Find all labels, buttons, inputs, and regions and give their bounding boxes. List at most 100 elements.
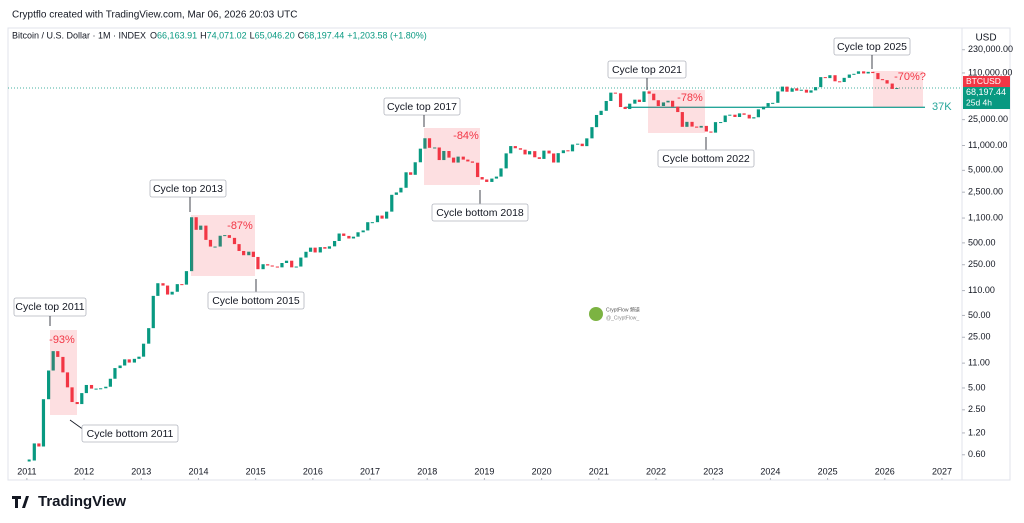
ohlc-value: 65,046.20 (255, 30, 295, 40)
candle (413, 162, 417, 175)
candle (752, 117, 756, 119)
candle (427, 138, 432, 148)
candle (461, 156, 465, 160)
candle (327, 246, 332, 249)
candle (604, 100, 608, 111)
ohlc-label: O (150, 30, 157, 40)
drawdown-zone (424, 128, 480, 185)
plot: 230,000.00 110,000.00 25,000.00 11,000.00 5,… (8, 44, 1013, 480)
candle (80, 393, 84, 405)
candle (613, 92, 618, 94)
candle (637, 99, 642, 102)
candle (475, 162, 480, 178)
candle (337, 233, 341, 241)
candle (590, 127, 594, 139)
y-tick-label: 1,100.00 (968, 212, 1003, 222)
x-tick-label: 2023 (703, 466, 723, 476)
candle (733, 114, 737, 117)
x-tick-label: 2019 (474, 466, 494, 476)
y-tick-label: 500.00 (968, 237, 996, 247)
brand: TradingView (12, 493, 126, 510)
candle (380, 215, 384, 219)
candle (227, 235, 231, 238)
candle (256, 256, 260, 270)
candle (609, 92, 613, 101)
x-tick-label: 2020 (532, 466, 552, 476)
candle (823, 77, 827, 79)
x-tick-label: 2024 (760, 466, 780, 476)
candle (65, 372, 70, 388)
candle (685, 121, 689, 127)
countdown: 25d 4h (966, 97, 992, 107)
candle (570, 144, 575, 152)
ticker: BTCUSD (966, 76, 1001, 86)
candle (141, 343, 146, 357)
candle (332, 240, 337, 247)
candle (642, 91, 646, 102)
x-tick-label: 2014 (188, 466, 208, 476)
candle (585, 138, 589, 147)
y-tick-label: 25,000.00 (968, 114, 1008, 124)
candle (790, 88, 794, 92)
frame (7, 27, 1011, 481)
candle (652, 93, 656, 101)
level-label: 37K (932, 101, 952, 113)
candle (766, 103, 770, 107)
ohlc-label: H (200, 30, 207, 40)
candle (37, 443, 41, 447)
candle (647, 91, 651, 94)
candle (223, 235, 227, 237)
annotation: -93% (49, 334, 75, 346)
candle (680, 112, 684, 127)
watermark: CryptFlow 頻道 @_CryptFlow_ (589, 306, 640, 321)
x-tick-label: 2026 (875, 466, 895, 476)
x-tick-label: 2021 (589, 466, 609, 476)
candle (104, 386, 108, 389)
candle (218, 235, 222, 247)
candle (194, 217, 198, 230)
candle (199, 225, 203, 230)
candle (852, 73, 856, 75)
candle (423, 138, 427, 149)
candle (895, 88, 899, 90)
x-tick-label: 2015 (246, 466, 266, 476)
candle (165, 285, 170, 295)
candle (695, 126, 699, 128)
candle (761, 106, 766, 110)
candle (375, 215, 380, 223)
annotation: Cycle bottom 2015 (212, 295, 300, 307)
candle (123, 359, 127, 366)
annotation: Cycle top 2011 (15, 301, 84, 313)
candle (99, 388, 103, 390)
candle (151, 295, 155, 329)
candle (656, 100, 660, 107)
candle (499, 168, 503, 177)
candle (75, 402, 79, 405)
symbol-line: Bitcoin / U.S. Dollar · 1M · INDEX O 66,16… (12, 30, 427, 40)
candle (838, 81, 842, 83)
candle (41, 399, 46, 447)
candle (270, 265, 274, 267)
candle (466, 159, 470, 162)
candle (32, 443, 36, 461)
candle (61, 356, 65, 373)
candle (876, 73, 880, 80)
candle (528, 151, 532, 155)
candle (566, 150, 570, 152)
candle (170, 291, 174, 295)
candle (404, 172, 408, 188)
candle (885, 80, 889, 84)
y-tick-label: 25.00 (968, 332, 991, 342)
x-tick-label: 2011 (17, 466, 36, 476)
y-tick-label: 5.00 (968, 382, 986, 392)
change: +1,203.58 (+1.80%) (347, 30, 427, 40)
candle (409, 172, 413, 175)
x-tick-label: 2025 (818, 466, 838, 476)
candle (451, 157, 456, 163)
candle (890, 83, 894, 89)
candle (208, 239, 213, 247)
candle (304, 251, 308, 258)
candle (871, 71, 875, 74)
ticker-tag (963, 76, 1010, 88)
candle (699, 125, 703, 128)
